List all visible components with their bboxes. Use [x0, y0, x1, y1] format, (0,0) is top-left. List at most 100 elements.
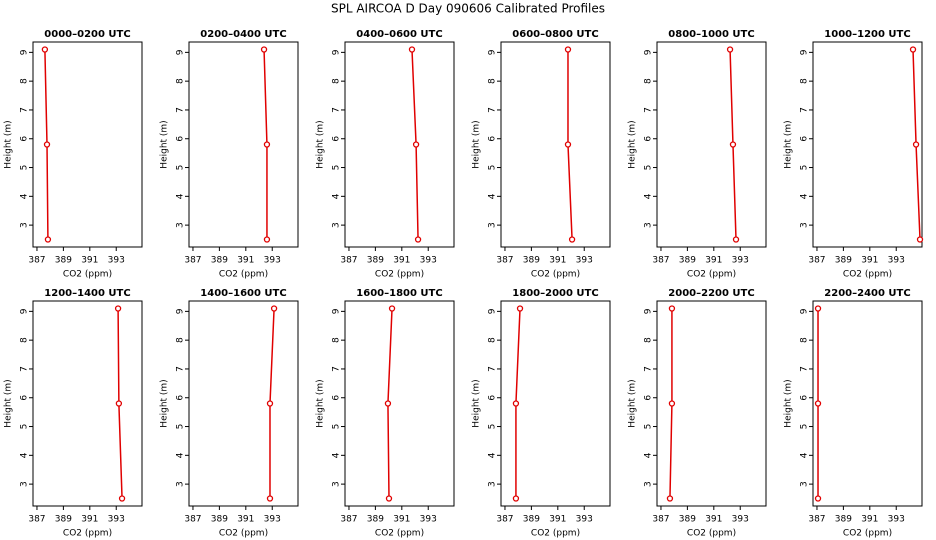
x-tick-label: 391 — [237, 256, 254, 266]
y-tick-label: 6 — [800, 395, 810, 401]
y-axis-label: Height (m) — [784, 120, 794, 168]
x-tick-label: 391 — [705, 256, 722, 266]
x-axis-label: CO2 (ppm) — [843, 270, 892, 280]
y-tick-label: 4 — [176, 452, 186, 458]
plot-frame — [188, 41, 299, 248]
y-tick-label: 5 — [800, 165, 810, 171]
x-tick-label: 391 — [237, 515, 254, 525]
x-axis-label: CO2 (ppm) — [843, 529, 892, 539]
x-tick-label: 393 — [576, 515, 593, 525]
y-tick-label: 6 — [20, 395, 30, 401]
x-tick-label: 389 — [679, 515, 696, 525]
y-tick-label: 8 — [644, 337, 654, 343]
x-tick-label: 391 — [861, 515, 878, 525]
y-tick-label: 6 — [332, 395, 342, 401]
y-tick-label: 5 — [644, 424, 654, 430]
y-tick-label: 9 — [20, 49, 30, 55]
plot-frame — [344, 41, 455, 248]
y-tick-label: 4 — [332, 193, 342, 199]
plot-frame — [188, 300, 299, 507]
x-tick-label: 393 — [732, 256, 749, 266]
point — [668, 400, 676, 407]
plot-frame — [500, 300, 611, 507]
y-tick-label: 8 — [488, 78, 498, 84]
y-axis-label: Height (m) — [472, 379, 482, 427]
y-tick-label: 3 — [20, 222, 30, 228]
y-tick-label: 3 — [332, 222, 342, 228]
y-tick-label: 9 — [800, 308, 810, 314]
point — [260, 46, 268, 53]
y-tick-label: 9 — [488, 49, 498, 55]
point — [909, 46, 917, 53]
y-axis-label: Height (m) — [316, 379, 326, 427]
point — [516, 305, 524, 312]
x-tick-label: 389 — [211, 256, 228, 266]
plot-frame — [500, 41, 611, 248]
x-tick-label: 389 — [367, 515, 384, 525]
x-axis-label: CO2 (ppm) — [219, 270, 268, 280]
y-tick-label: 9 — [488, 308, 498, 314]
point — [412, 141, 420, 148]
x-tick-label: 391 — [393, 256, 410, 266]
x-tick-label: 387 — [340, 256, 357, 266]
y-tick-label: 5 — [176, 424, 186, 430]
panel-title: 0600–0800 UTC — [512, 29, 598, 40]
x-tick-label: 387 — [184, 515, 201, 525]
y-tick-label: 9 — [644, 308, 654, 314]
y-axis-label: Height (m) — [4, 120, 14, 168]
y-tick-label: 8 — [332, 337, 342, 343]
panel-title: 1800–2000 UTC — [512, 288, 598, 299]
panel-title: 2200–2400 UTC — [824, 288, 910, 299]
point — [270, 305, 278, 312]
plot-frame — [656, 300, 767, 507]
x-tick-label: 393 — [888, 515, 905, 525]
y-tick-label: 4 — [800, 452, 810, 458]
x-tick-label: 387 — [184, 256, 201, 266]
x-tick-label: 387 — [808, 515, 825, 525]
y-tick-label: 5 — [176, 165, 186, 171]
y-tick-label: 9 — [176, 49, 186, 55]
x-tick-label: 393 — [108, 256, 125, 266]
y-tick-label: 6 — [488, 136, 498, 142]
point — [732, 236, 740, 243]
point — [814, 400, 822, 407]
point — [118, 495, 126, 502]
y-tick-label: 4 — [800, 193, 810, 199]
y-tick-label: 4 — [644, 452, 654, 458]
x-tick-label: 387 — [496, 256, 513, 266]
x-axis-label: CO2 (ppm) — [63, 529, 112, 539]
y-tick-label: 9 — [644, 49, 654, 55]
x-tick-label: 389 — [835, 515, 852, 525]
panel-title: 0800–1000 UTC — [668, 29, 754, 40]
y-tick-label: 4 — [332, 452, 342, 458]
y-tick-label: 3 — [800, 481, 810, 487]
y-tick-label: 3 — [332, 481, 342, 487]
point — [41, 46, 49, 53]
y-tick-label: 4 — [488, 452, 498, 458]
y-tick-label: 5 — [644, 165, 654, 171]
y-tick-label: 7 — [644, 366, 654, 372]
point — [668, 305, 676, 312]
panel-title: 0000–0200 UTC — [44, 29, 130, 40]
x-tick-label: 391 — [549, 256, 566, 266]
y-tick-label: 3 — [644, 481, 654, 487]
y-tick-label: 6 — [20, 136, 30, 142]
y-axis-label: Height (m) — [784, 379, 794, 427]
point — [114, 305, 122, 312]
y-tick-label: 8 — [176, 78, 186, 84]
x-tick-label: 391 — [549, 515, 566, 525]
x-tick-label: 389 — [523, 515, 540, 525]
plot-frame — [812, 41, 923, 248]
x-tick-label: 393 — [888, 256, 905, 266]
y-tick-label: 7 — [800, 366, 810, 372]
point — [115, 400, 123, 407]
x-tick-label: 393 — [264, 515, 281, 525]
point — [814, 305, 822, 312]
x-tick-label: 393 — [108, 515, 125, 525]
y-tick-label: 9 — [176, 308, 186, 314]
point — [568, 236, 576, 243]
panel-title: 1200–1400 UTC — [44, 288, 130, 299]
x-tick-label: 391 — [705, 515, 722, 525]
